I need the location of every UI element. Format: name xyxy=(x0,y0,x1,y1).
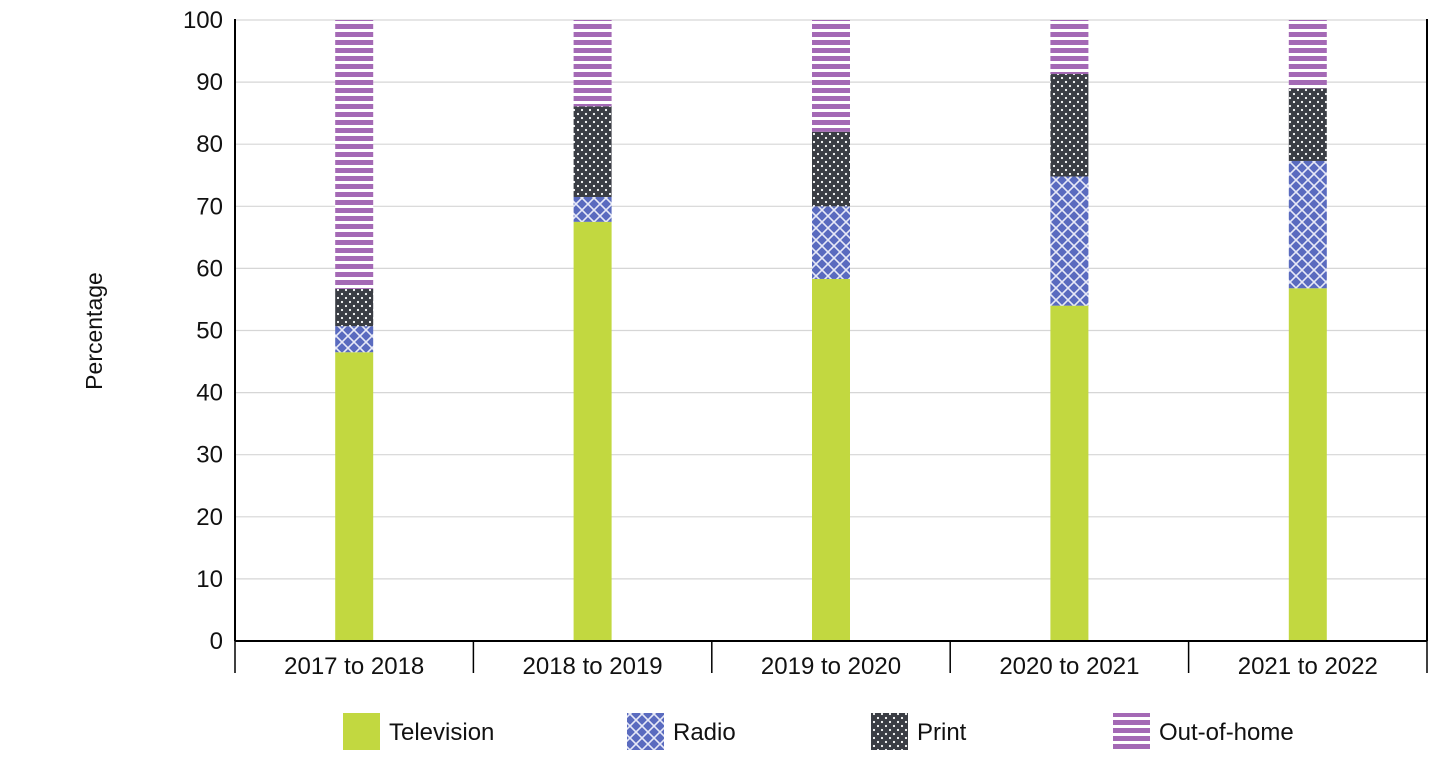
bar-segment-print xyxy=(335,288,374,327)
y-tick-label: 80 xyxy=(196,131,223,158)
legend-label: Radio xyxy=(673,719,736,746)
y-tick-label: 90 xyxy=(196,69,223,96)
y-tick-label: 70 xyxy=(196,193,223,220)
x-tick-label: 2018 to 2019 xyxy=(523,653,663,680)
y-tick-label: 40 xyxy=(196,380,223,407)
y-tick-label: 50 xyxy=(196,318,223,345)
legend-label: Television xyxy=(389,719,494,746)
legend: Television Radio Print Out-of-home xyxy=(343,713,1294,750)
x-tick-label: 2020 to 2021 xyxy=(999,653,1139,680)
bar-segment-print xyxy=(1050,74,1089,177)
tick-labels: 0 10 20 30 40 50 60 70 80 90 100 2017 to 2018 2018 t… xyxy=(183,7,1378,680)
bar-segment-television xyxy=(812,278,850,641)
bar-segment-radio xyxy=(812,206,850,279)
bar-segment-television xyxy=(1288,288,1327,641)
bar-segment-out-of-home xyxy=(1288,20,1327,89)
y-axis-title: Percentage xyxy=(81,272,107,390)
bar-segment-television xyxy=(1050,305,1089,641)
bar-segment-radio xyxy=(335,326,374,353)
y-tick-label: 60 xyxy=(196,255,223,282)
bar-segment-print xyxy=(573,106,612,197)
axes xyxy=(234,19,1428,673)
x-tick-label: 2017 to 2018 xyxy=(284,653,424,680)
legend-item-print: Print xyxy=(871,713,967,750)
y-tick-label: 100 xyxy=(183,7,223,34)
legend-label: Print xyxy=(917,719,967,746)
bar-segment-print xyxy=(812,131,850,207)
legend-swatch xyxy=(1113,713,1150,750)
legend-swatch xyxy=(871,713,908,750)
legend-item-radio: Radio xyxy=(627,713,736,750)
x-tick-label: 2019 to 2020 xyxy=(761,653,901,680)
bar-segment-out-of-home xyxy=(812,20,850,132)
bar-segment-out-of-home xyxy=(1050,20,1089,75)
bar-segment-print xyxy=(1288,88,1327,161)
bar-segment-out-of-home xyxy=(335,20,374,289)
legend-swatch xyxy=(627,713,664,750)
y-tick-label: 0 xyxy=(210,628,223,655)
bar-segment-out-of-home xyxy=(573,20,612,107)
bar-segment-radio xyxy=(573,196,612,222)
legend-swatch xyxy=(343,713,380,750)
y-tick-label: 30 xyxy=(196,442,223,469)
y-tick-label: 10 xyxy=(196,566,223,593)
y-tick-label: 20 xyxy=(196,504,223,531)
bars xyxy=(335,20,1327,641)
bar-segment-television xyxy=(335,352,374,641)
legend-label: Out-of-home xyxy=(1159,719,1294,746)
bar-segment-radio xyxy=(1288,160,1327,289)
x-tick-label: 2021 to 2022 xyxy=(1238,653,1378,680)
legend-item-television: Television xyxy=(343,713,494,750)
bar-segment-television xyxy=(573,221,612,641)
bar-segment-radio xyxy=(1050,176,1089,306)
legend-item-out-of-home: Out-of-home xyxy=(1113,713,1294,750)
